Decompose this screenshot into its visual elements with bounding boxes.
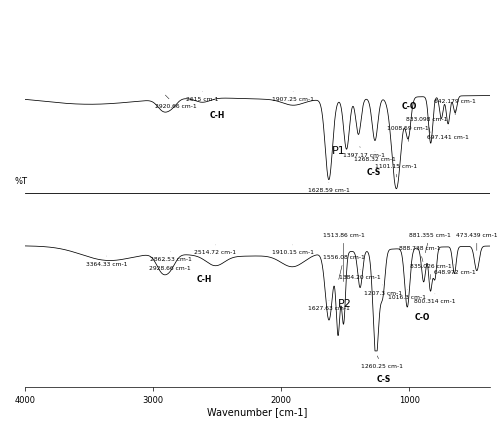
Text: 2928.66 cm-1: 2928.66 cm-1 — [149, 260, 190, 271]
Text: 642.179 cm-1: 642.179 cm-1 — [434, 99, 476, 115]
Text: 1016.3 cm-1: 1016.3 cm-1 — [388, 289, 426, 300]
Text: 2615 cm-1: 2615 cm-1 — [186, 91, 218, 102]
Text: 800.314 cm-1: 800.314 cm-1 — [414, 294, 456, 304]
Text: 473.439 cm-1: 473.439 cm-1 — [456, 232, 498, 250]
Text: 1556.08 cm-1: 1556.08 cm-1 — [323, 255, 365, 280]
Text: C-S: C-S — [366, 168, 380, 177]
Text: 1101.15 cm-1: 1101.15 cm-1 — [376, 164, 418, 177]
Text: 2920.66 cm-1: 2920.66 cm-1 — [156, 95, 197, 109]
Text: 881.355 cm-1: 881.355 cm-1 — [409, 232, 451, 253]
Text: 1397.17 cm-1: 1397.17 cm-1 — [344, 147, 386, 158]
Text: C-O: C-O — [414, 313, 430, 322]
Text: P2: P2 — [338, 300, 352, 309]
X-axis label: Wavenumber [cm-1]: Wavenumber [cm-1] — [208, 408, 308, 417]
Text: 1513.86 cm-1: 1513.86 cm-1 — [322, 232, 364, 282]
Text: P1: P1 — [332, 146, 345, 156]
Text: 1627.63 cm-1: 1627.63 cm-1 — [308, 300, 350, 311]
Text: 888.738 cm-1: 888.738 cm-1 — [398, 246, 440, 262]
Text: 835.026 cm-1: 835.026 cm-1 — [410, 264, 452, 279]
Text: 1910.15 cm-1: 1910.15 cm-1 — [272, 245, 314, 255]
Text: 648.972 cm-1: 648.972 cm-1 — [434, 265, 476, 275]
Text: 1008.59 cm-1: 1008.59 cm-1 — [388, 126, 429, 142]
Text: 1207.3 cm-1: 1207.3 cm-1 — [364, 285, 402, 295]
Text: 2514.72 cm-1: 2514.72 cm-1 — [194, 245, 236, 255]
Text: %T: %T — [15, 178, 28, 187]
Text: 1260.25 cm-1: 1260.25 cm-1 — [362, 356, 404, 369]
Text: 1384.20 cm-1: 1384.20 cm-1 — [339, 269, 381, 280]
Text: 833.098 cm-1: 833.098 cm-1 — [406, 117, 448, 133]
Text: C-O: C-O — [402, 102, 417, 111]
Text: 2862.53 cm-1: 2862.53 cm-1 — [150, 252, 192, 262]
Text: 1268.32 cm-1: 1268.32 cm-1 — [354, 151, 396, 162]
Text: C-H: C-H — [210, 110, 225, 119]
Text: 3364.33 cm-1: 3364.33 cm-1 — [86, 256, 127, 266]
Text: 697.141 cm-1: 697.141 cm-1 — [427, 129, 469, 140]
Text: 1628.59 cm-1: 1628.59 cm-1 — [308, 183, 350, 193]
Text: C-S: C-S — [376, 375, 391, 384]
Text: 1907.25 cm-1: 1907.25 cm-1 — [272, 91, 314, 102]
Text: C-H: C-H — [196, 275, 212, 284]
